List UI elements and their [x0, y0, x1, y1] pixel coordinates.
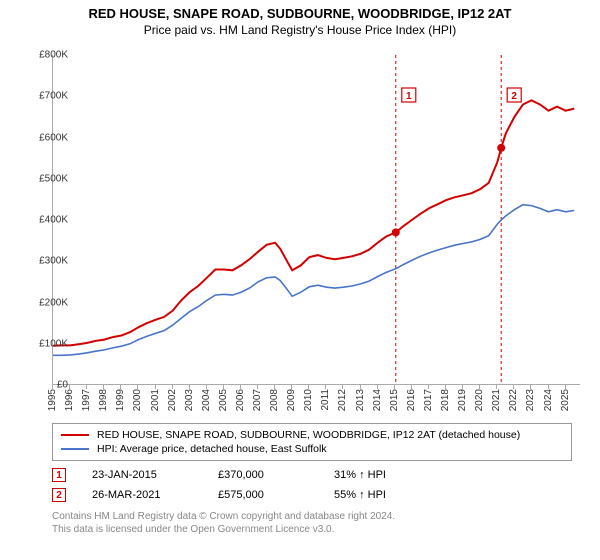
legend-swatch-blue — [61, 448, 89, 450]
x-axis-label: 2012 — [337, 389, 348, 411]
x-axis-label: 2021 — [491, 389, 502, 411]
x-axis-label: 2005 — [218, 389, 229, 411]
x-axis-label: 2006 — [235, 389, 246, 411]
legend-swatch-red — [61, 434, 89, 436]
x-axis-label: 2016 — [406, 389, 417, 411]
y-axis-label: £600K — [39, 132, 68, 143]
sale-delta: 31% ↑ HPI — [334, 469, 386, 481]
x-axis-label: 1999 — [115, 389, 126, 411]
chart-subtitle: Price paid vs. HM Land Registry's House … — [0, 21, 600, 37]
y-axis-label: £800K — [39, 50, 68, 61]
x-axis-label: 2010 — [303, 389, 314, 411]
sale-date: 26-MAR-2021 — [92, 489, 192, 501]
footer-line-2: This data is licensed under the Open Gov… — [52, 524, 572, 537]
x-axis-label: 2000 — [132, 389, 143, 411]
footer: Contains HM Land Registry data © Crown c… — [52, 511, 572, 536]
sale-date: 23-JAN-2015 — [92, 469, 192, 481]
chart-area: 12 £0£100K£200K£300K£400K£500K£600K£700K… — [0, 37, 600, 417]
footer-line-1: Contains HM Land Registry data © Crown c… — [52, 511, 572, 524]
x-axis-label: 2024 — [543, 389, 554, 411]
x-axis-label: 1998 — [98, 389, 109, 411]
x-axis-label: 2018 — [440, 389, 451, 411]
x-axis-label: 2023 — [525, 389, 536, 411]
chart-svg: 12 — [53, 55, 581, 385]
sale-delta: 55% ↑ HPI — [334, 489, 386, 501]
legend-label-red: RED HOUSE, SNAPE ROAD, SUDBOURNE, WOODBR… — [97, 429, 520, 441]
x-axis-label: 2008 — [269, 389, 280, 411]
y-axis-label: £300K — [39, 256, 68, 267]
chart-title: RED HOUSE, SNAPE ROAD, SUDBOURNE, WOODBR… — [0, 0, 600, 21]
svg-text:2: 2 — [511, 91, 517, 102]
legend-row-blue: HPI: Average price, detached house, East… — [61, 442, 563, 456]
sale-price: £575,000 — [218, 489, 308, 501]
svg-text:1: 1 — [406, 91, 412, 102]
sale-marker-box: 1 — [52, 468, 66, 482]
x-axis-label: 1996 — [64, 389, 75, 411]
x-axis-label: 2002 — [167, 389, 178, 411]
x-axis-label: 2022 — [508, 389, 519, 411]
x-axis-label: 1995 — [47, 389, 58, 411]
x-axis-label: 2017 — [423, 389, 434, 411]
y-axis-label: £400K — [39, 215, 68, 226]
x-axis-label: 1997 — [81, 389, 92, 411]
y-axis-label: £200K — [39, 297, 68, 308]
x-axis-label: 2011 — [320, 389, 331, 411]
x-axis-label: 2015 — [389, 389, 400, 411]
x-axis-label: 2014 — [372, 389, 383, 411]
x-axis-label: 2019 — [457, 389, 468, 411]
legend-label-blue: HPI: Average price, detached house, East… — [97, 443, 327, 455]
plot-area: 12 — [52, 55, 580, 385]
sale-row: 1 23-JAN-2015 £370,000 31% ↑ HPI — [52, 465, 572, 485]
x-axis-label: 2009 — [286, 389, 297, 411]
y-axis-label: £700K — [39, 91, 68, 102]
sales-list: 1 23-JAN-2015 £370,000 31% ↑ HPI 2 26-MAR-202… — [52, 465, 572, 505]
sale-price: £370,000 — [218, 469, 308, 481]
y-axis-label: £500K — [39, 173, 68, 184]
legend: RED HOUSE, SNAPE ROAD, SUDBOURNE, WOODBR… — [52, 423, 572, 461]
x-axis-label: 2003 — [184, 389, 195, 411]
legend-row-red: RED HOUSE, SNAPE ROAD, SUDBOURNE, WOODBR… — [61, 428, 563, 442]
x-axis-label: 2020 — [474, 389, 485, 411]
x-axis-label: 2001 — [150, 389, 161, 411]
x-axis-label: 2013 — [355, 389, 366, 411]
x-axis-label: 2025 — [560, 389, 571, 411]
x-axis-label: 2007 — [252, 389, 263, 411]
x-axis-label: 2004 — [201, 389, 212, 411]
sale-marker-box: 2 — [52, 488, 66, 502]
sale-row: 2 26-MAR-2021 £575,000 55% ↑ HPI — [52, 485, 572, 505]
y-axis-label: £100K — [39, 338, 68, 349]
